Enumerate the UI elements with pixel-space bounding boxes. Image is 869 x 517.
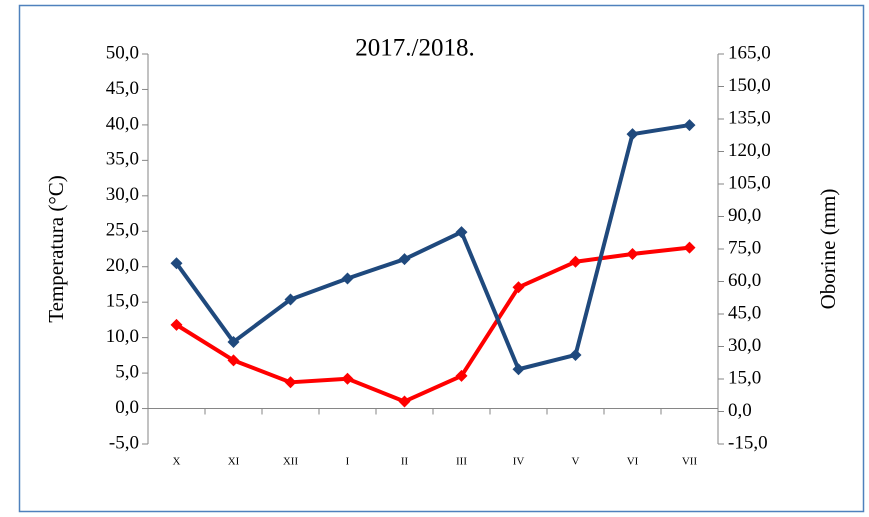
marker xyxy=(284,293,297,306)
y-tick-label: 30,0 xyxy=(106,184,139,205)
y-tick-label: 0,0 xyxy=(115,397,139,418)
marker xyxy=(455,369,468,382)
y-tick-label: 10,0 xyxy=(106,326,139,347)
marker xyxy=(170,318,183,331)
y2-tick-label: 165,0 xyxy=(728,42,771,63)
x-tick-label: I xyxy=(346,456,350,468)
marker xyxy=(227,335,240,348)
x-tick-label: III xyxy=(456,456,467,468)
y2-tick-label: 75,0 xyxy=(728,237,761,258)
marker xyxy=(683,241,696,254)
marker xyxy=(683,119,696,132)
y-axis-title: Temperatura (°C) xyxy=(44,175,68,322)
y2-tick-label: 105,0 xyxy=(728,172,771,193)
y-tick-label: 20,0 xyxy=(106,255,139,276)
y2-axis-title: Oborine (mm) xyxy=(816,189,840,310)
y-tick-label: 50,0 xyxy=(106,42,139,63)
y2-tick-label: 90,0 xyxy=(728,205,761,226)
y-tick-label: 40,0 xyxy=(106,113,139,134)
marker xyxy=(512,281,525,294)
chart-title: 2017./2018. xyxy=(355,35,474,62)
x-tick-label: IV xyxy=(513,456,525,468)
series-line xyxy=(175,245,690,404)
y-tick-label: 25,0 xyxy=(106,220,139,241)
y-tick-label: 15,0 xyxy=(106,291,139,312)
y-tick-label: 5,0 xyxy=(115,361,139,382)
x-tick-label: XII xyxy=(283,456,299,468)
marker xyxy=(626,247,639,260)
marker xyxy=(398,253,411,266)
marker xyxy=(170,257,183,270)
y-tick-label: -5,0 xyxy=(109,432,139,453)
y2-tick-label: 60,0 xyxy=(728,270,761,291)
marker xyxy=(341,372,354,385)
chart-frame xyxy=(18,4,865,513)
series-line xyxy=(174,123,690,372)
x-tick-label: II xyxy=(401,456,409,468)
marker xyxy=(626,128,639,141)
x-tick-label: VI xyxy=(627,456,639,468)
y-tick-label: 35,0 xyxy=(106,149,139,170)
marker xyxy=(341,272,354,285)
y2-tick-label: 45,0 xyxy=(728,302,761,323)
y2-tick-label: 150,0 xyxy=(728,75,771,96)
x-tick-label: VII xyxy=(682,456,698,468)
y2-tick-label: 0,0 xyxy=(728,400,752,421)
y2-tick-label: 30,0 xyxy=(728,335,761,356)
marker xyxy=(569,348,582,361)
y2-tick-label: 120,0 xyxy=(728,140,771,161)
marker xyxy=(569,255,582,268)
x-tick-label: X xyxy=(173,456,181,468)
y2-tick-label: 135,0 xyxy=(728,107,771,128)
y2-tick-label: -15,0 xyxy=(728,432,768,453)
marker xyxy=(512,363,525,376)
marker xyxy=(455,226,468,239)
y-tick-label: 45,0 xyxy=(106,78,139,99)
y2-tick-label: 15,0 xyxy=(728,367,761,388)
marker xyxy=(398,395,411,408)
x-tick-label: XI xyxy=(228,456,240,468)
marker xyxy=(227,354,240,367)
marker xyxy=(284,376,297,389)
x-tick-label: V xyxy=(572,456,580,468)
